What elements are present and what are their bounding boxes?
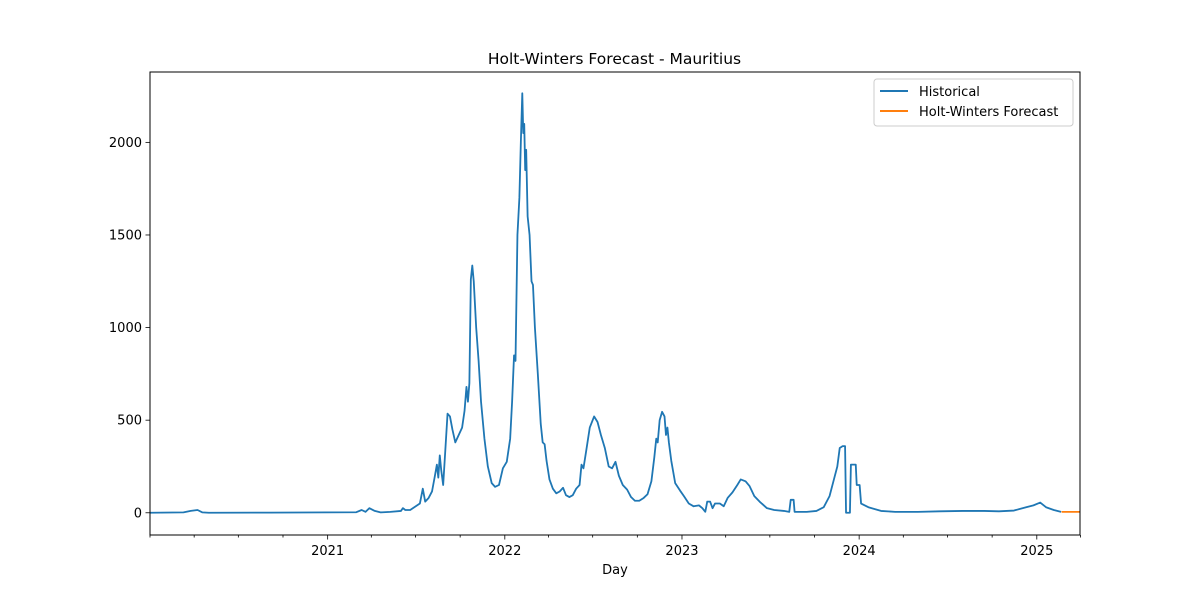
x-axis-label: Day <box>602 563 628 578</box>
x-axis: 2021 2022 2023 2024 2025 <box>149 535 1081 559</box>
chart-title: Holt-Winters Forecast - Mauritius <box>488 50 741 68</box>
series-group <box>150 92 1080 514</box>
legend-frame <box>873 78 1074 127</box>
y-tick-label: 500 <box>117 414 142 429</box>
y-axis: 0 500 1000 1500 2000 <box>109 136 150 521</box>
x-tick-label: 2021 <box>311 544 344 559</box>
y-tick-label: 2000 <box>109 136 142 151</box>
legend-label-historical: Historical <box>919 85 980 100</box>
x-tick-label: 2025 <box>1020 544 1053 559</box>
x-tick-label: 2024 <box>843 544 876 559</box>
legend: Historical Holt-Winters Forecast <box>873 78 1074 127</box>
series-line-historical <box>150 92 1062 514</box>
y-tick-label: 1500 <box>109 228 142 243</box>
y-tick-label: 0 <box>134 506 142 521</box>
legend-label-forecast: Holt-Winters Forecast <box>919 105 1058 120</box>
plot-frame <box>149 71 1081 536</box>
x-tick-label: 2023 <box>665 544 698 559</box>
x-tick-label: 2022 <box>488 544 521 559</box>
y-tick-label: 1000 <box>109 321 142 336</box>
